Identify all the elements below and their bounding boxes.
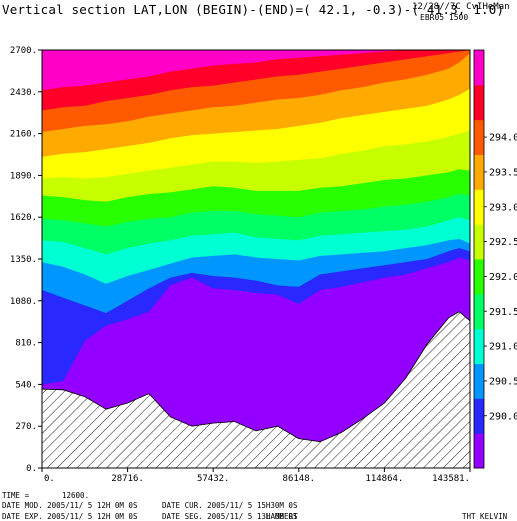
x-tick-label: 0. [44,474,55,484]
date-exp: DATE EXP. 2005/11/ 5 12H 0M 0S [2,512,138,521]
x-tick-label: 57432. [197,474,230,484]
colorbar-label: 293.0 [489,202,517,213]
colorbar-swatch [474,84,484,121]
projection-label: LAMBERT [266,512,298,521]
x-tick-label: 86148. [283,474,316,484]
colorbar-swatch [474,328,484,364]
date-mod: DATE MOD. 2005/11/ 5 12H 0M 0S [2,501,138,510]
y-tick-label: 1620. [10,213,37,223]
colorbar-swatch [474,189,484,225]
y-tick-label: 810. [15,339,37,349]
time-label: TIME = [2,491,30,500]
field-label: THT KELVIN [462,512,507,521]
time-value: 12600. [62,491,89,500]
y-axis: 0. 270. 540. 810. 1080. 1350. 1620. 1890. 2160. 2… [10,46,42,474]
colorbar-swatch [474,50,484,86]
colorbar: 290.0 290.5 291.0 291.5 292.0 292.5 293.0 293.5… [473,49,517,469]
colorbar-swatch [474,224,484,260]
colorbar-label: 294.0 [489,133,517,144]
y-tick-label: 270. [15,422,37,432]
y-tick-label: 2160. [10,130,37,140]
colorbar-label: 290.0 [489,411,517,422]
colorbar-label: 292.0 [489,272,517,283]
y-tick-label: 2430. [10,88,37,98]
colorbar-swatch [474,293,484,330]
y-tick-label: 1350. [10,255,37,265]
x-tick-label: 114864. [365,474,403,484]
colorbar-label: 291.5 [489,307,517,318]
colorbar-label: 290.5 [489,376,517,387]
chart-title: Vertical section LAT,LON (BEGIN)-(END)=(… [2,2,505,17]
colorbar-label: 291.0 [489,342,517,353]
x-tick-label: 28716. [111,474,144,484]
colorbar-swatch [474,363,484,399]
colorbar-label: 292.5 [489,237,517,248]
terrain-hatched-area [42,311,470,468]
colorbar-swatch [474,259,484,295]
y-tick-label: 1890. [10,171,37,181]
colorbar-swatch [474,433,484,469]
date-cur: DATE CUR. 2005/11/ 5 15H30M 0S [162,501,298,510]
date-seg: DATE SEG. 2005/11/ 5 13H 0M 0S [162,512,298,521]
colorbar-swatch [474,119,484,155]
y-tick-label: 2700. [10,46,37,56]
y-tick-label: 1080. [10,297,37,307]
x-tick-label: 143581. [432,474,470,484]
run-datestamp: 12/28//7C CvIHeMan [412,2,510,12]
colorbar-swatch [474,154,484,190]
colorbar-label: 293.5 [489,167,517,178]
colorbar-frame [473,49,485,469]
x-axis: 0. 28716. 57432. 86148. 114864. 143581. [41,468,471,484]
colorbar-swatch [474,398,484,434]
run-tag: EBR05 1500 [420,13,469,22]
y-tick-label: 540. [15,380,37,390]
y-tick-label: 0. [26,464,37,474]
